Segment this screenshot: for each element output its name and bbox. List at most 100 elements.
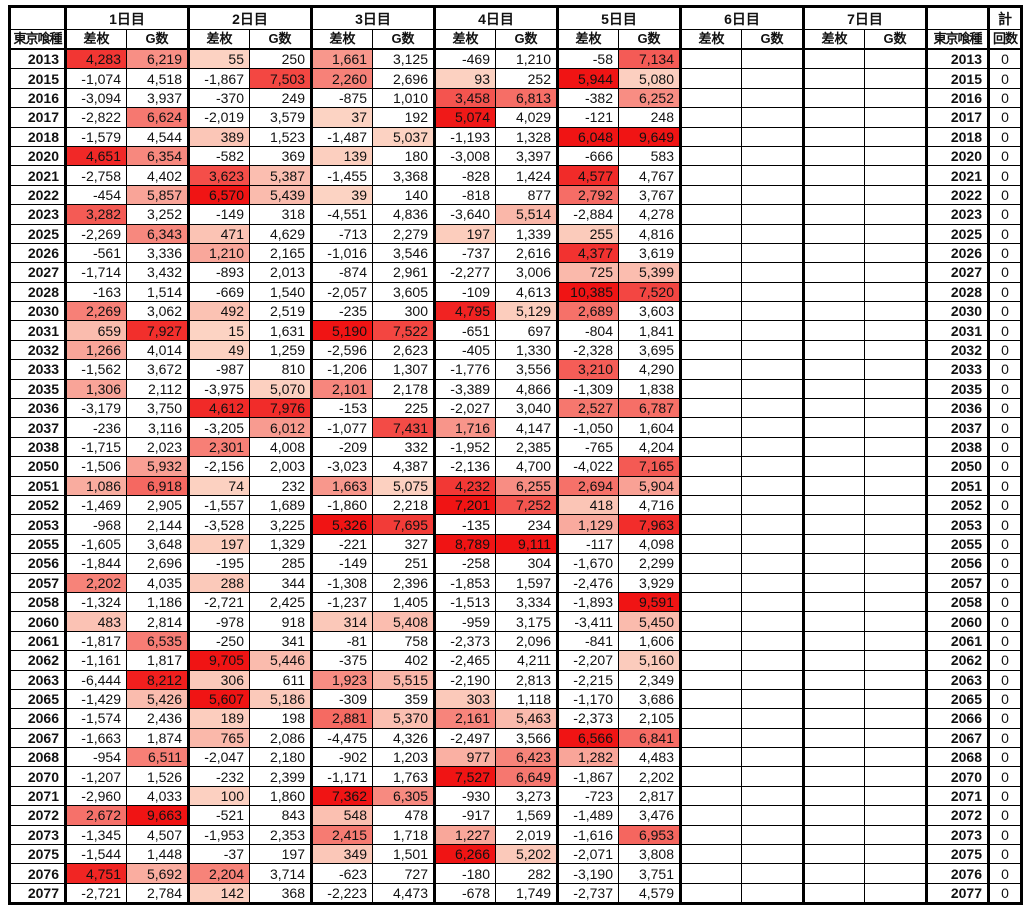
diff-cell: [802, 223, 865, 244]
games-cell: [741, 785, 804, 807]
table-row: 2036 -3,179 3,750 4,612 7,976 -153 225 -2,027 3,…: [8, 398, 1023, 419]
diff-cell: [802, 591, 865, 613]
games-cell: [864, 359, 927, 380]
diff-cell: 9,705: [187, 650, 250, 671]
games-cell: 180: [372, 145, 435, 167]
diff-cell: -1,867: [556, 766, 619, 787]
diff-cell: 5,074: [433, 107, 496, 128]
diff-cell: -1,663: [64, 727, 127, 749]
diff-cell: -1,469: [64, 494, 127, 516]
diff-cell: -2,207: [556, 650, 619, 671]
diff-cell: 1,282: [556, 747, 619, 768]
games-cell: 1,424: [495, 165, 558, 186]
diff-cell: [679, 785, 742, 807]
games-cell: [741, 688, 804, 710]
games-cell: 5,439: [249, 184, 312, 206]
games-cell: 1,606: [618, 630, 681, 652]
diff-cell: -2,960: [64, 785, 127, 807]
games-cell: [741, 475, 804, 496]
games-cell: 248: [618, 107, 681, 128]
machine-number: 2030: [8, 301, 67, 322]
games-cell: 3,116: [126, 417, 189, 438]
machine-number: 2052: [925, 494, 990, 516]
table-row: 2072 2,672 9,663 -521 843 548 478 -917 1,569 -1,4…: [8, 805, 1023, 826]
games-cell: 1,523: [249, 126, 312, 147]
games-cell: [864, 456, 927, 477]
games-cell: 6,511: [126, 747, 189, 768]
games-cell: 4,033: [126, 785, 189, 807]
diff-cell: [802, 475, 865, 496]
table-row: 2015 -1,074 4,518 -1,867 7,503 2,260 2,696 93 25…: [8, 68, 1023, 89]
games-cell: 1,540: [249, 281, 312, 303]
games-cell: 5,202: [495, 844, 558, 865]
diff-cell: [679, 514, 742, 535]
games-header: G数: [495, 29, 558, 50]
games-cell: 2,218: [372, 494, 435, 516]
games-cell: 6,953: [618, 824, 681, 846]
machine-number: 2038: [8, 436, 67, 458]
machine-number: 2027: [925, 262, 990, 283]
diff-cell: -1,016: [310, 242, 373, 264]
diff-cell: [679, 68, 742, 89]
count-cell: 0: [988, 785, 1023, 807]
machine-number: 2077: [925, 882, 990, 906]
games-cell: 7,165: [618, 456, 681, 477]
diff-cell: 2,269: [64, 301, 127, 322]
count-cell: 0: [988, 553, 1023, 574]
games-cell: 3,273: [495, 785, 558, 807]
diff-cell: -930: [433, 785, 496, 807]
games-cell: 1,569: [495, 805, 558, 826]
games-cell: 3,808: [618, 844, 681, 865]
games-cell: [864, 165, 927, 186]
diff-cell: 548: [310, 805, 373, 826]
diff-cell: [802, 630, 865, 652]
games-cell: 3,040: [495, 398, 558, 419]
games-cell: [864, 339, 927, 361]
machine-number: 2016: [8, 87, 67, 109]
count-cell: 0: [988, 184, 1023, 206]
games-cell: 2,817: [618, 785, 681, 807]
diff-cell: -4,475: [310, 727, 373, 749]
games-cell: [864, 145, 927, 167]
diff-cell: -117: [556, 533, 619, 555]
games-cell: [741, 417, 804, 438]
diff-cell: -902: [310, 747, 373, 768]
games-cell: [741, 669, 804, 690]
games-cell: 3,006: [495, 262, 558, 283]
diff-cell: [679, 669, 742, 690]
games-cell: 7,963: [618, 514, 681, 535]
games-cell: 6,255: [495, 475, 558, 496]
diff-cell: 2,202: [64, 572, 127, 593]
diff-cell: [802, 766, 865, 787]
games-cell: 2,425: [249, 591, 312, 613]
machine-number: 2071: [925, 785, 990, 807]
games-cell: 2,144: [126, 514, 189, 535]
games-cell: [741, 456, 804, 477]
games-cell: 4,035: [126, 572, 189, 593]
diff-cell: -1,844: [64, 553, 127, 574]
diff-cell: [802, 281, 865, 303]
diff-cell: -2,758: [64, 165, 127, 186]
diff-cell: -153: [310, 398, 373, 419]
games-cell: 3,603: [618, 301, 681, 322]
count-cell: 0: [988, 436, 1023, 458]
diff-cell: -959: [433, 611, 496, 632]
diff-cell: -58: [556, 48, 619, 70]
diff-cell: 2,415: [310, 824, 373, 846]
machine-number: 2053: [925, 514, 990, 535]
diff-cell: 1,923: [310, 669, 373, 690]
day-header: 2日目: [187, 5, 312, 30]
games-cell: [864, 301, 927, 322]
diff-cell: 2,689: [556, 301, 619, 322]
diff-cell: -1,237: [310, 591, 373, 613]
diff-cell: 2,161: [433, 708, 496, 729]
diff-cell: -987: [187, 359, 250, 380]
diff-cell: -2,019: [187, 107, 250, 128]
table-row: 2035 1,306 2,112 -3,975 5,070 2,101 2,178 -3,38…: [8, 378, 1023, 400]
diff-cell: -713: [310, 223, 373, 244]
diff-cell: -1,953: [187, 824, 250, 846]
diff-cell: 1,663: [310, 475, 373, 496]
diff-cell: -149: [187, 204, 250, 225]
machine-number: 2021: [8, 165, 67, 186]
diff-cell: [679, 48, 742, 70]
